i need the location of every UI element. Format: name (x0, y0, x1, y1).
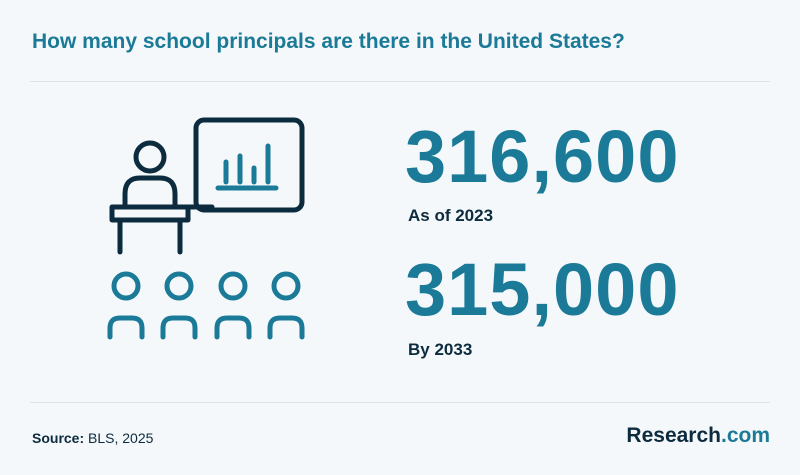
brand-logo: Research.com (626, 424, 770, 448)
bar-chart-icon (215, 143, 279, 191)
source-note: Source: BLS, 2025 (32, 430, 153, 446)
page-title: How many school principals are there in … (32, 30, 625, 53)
brand-name: Research (626, 424, 721, 447)
top-divider (30, 81, 770, 82)
audience-icon (107, 271, 305, 340)
stat-value-current: 316,600 (405, 115, 680, 198)
teacher-presentation-icon (107, 117, 305, 340)
presentation-board-icon (193, 117, 305, 213)
source-text: BLS, 2025 (88, 430, 154, 446)
stat-label-current: As of 2023 (408, 206, 494, 225)
presenter-icon (109, 140, 215, 255)
brand-tld: .com (720, 424, 770, 447)
stat-value-projected: 315,000 (405, 248, 680, 331)
stat-label-projected: By 2033 (408, 340, 473, 359)
source-label: Source: (32, 430, 85, 446)
bottom-divider (30, 402, 770, 403)
